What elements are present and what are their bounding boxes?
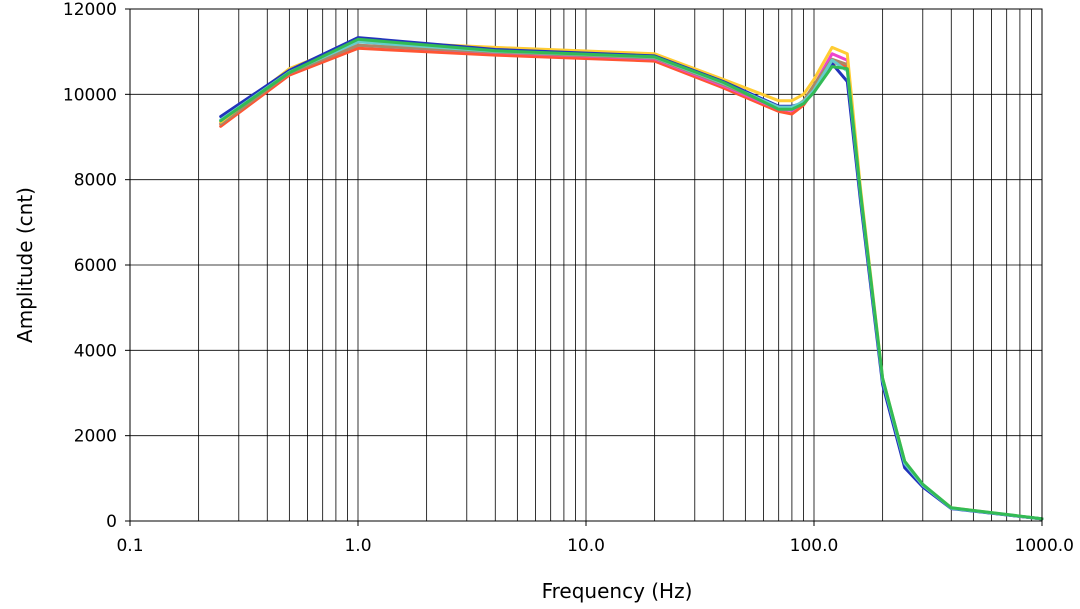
y-tick-labels: 0 2000 4000 6000 8000 10000 12000 <box>63 0 130 532</box>
x-tick-label: 100.0 <box>790 536 839 556</box>
y-axis-label: Amplitude (cnt) <box>13 187 37 343</box>
series-line-5 <box>219 36 1044 521</box>
series-line-1 <box>219 46 1044 521</box>
x-tick-label: 1.0 <box>344 536 371 556</box>
y-tick-label: 4000 <box>74 341 117 361</box>
y-tick-label: 10000 <box>63 85 117 105</box>
series-line-4 <box>219 39 1044 521</box>
y-tick-label: 8000 <box>74 171 117 191</box>
series-lines <box>219 36 1044 521</box>
x-axis-label: Frequency (Hz) <box>542 579 693 603</box>
y-tick-label: 6000 <box>74 256 117 276</box>
series-line-2 <box>219 43 1044 521</box>
series-line-6 <box>219 40 1044 521</box>
x-tick-label: 10.0 <box>567 536 605 556</box>
series-line-3 <box>219 43 1044 521</box>
x-tick-labels: 0.1 1.0 10.0 100.0 1000.0 <box>116 521 1074 556</box>
x-tick-label: 0.1 <box>116 536 143 556</box>
grid <box>129 8 1042 522</box>
y-tick-label: 0 <box>106 512 117 532</box>
y-tick-label: 12000 <box>63 0 117 20</box>
series-line-7 <box>219 37 1044 521</box>
y-tick-label: 2000 <box>74 427 117 447</box>
x-tick-label: 1000.0 <box>1015 536 1074 556</box>
